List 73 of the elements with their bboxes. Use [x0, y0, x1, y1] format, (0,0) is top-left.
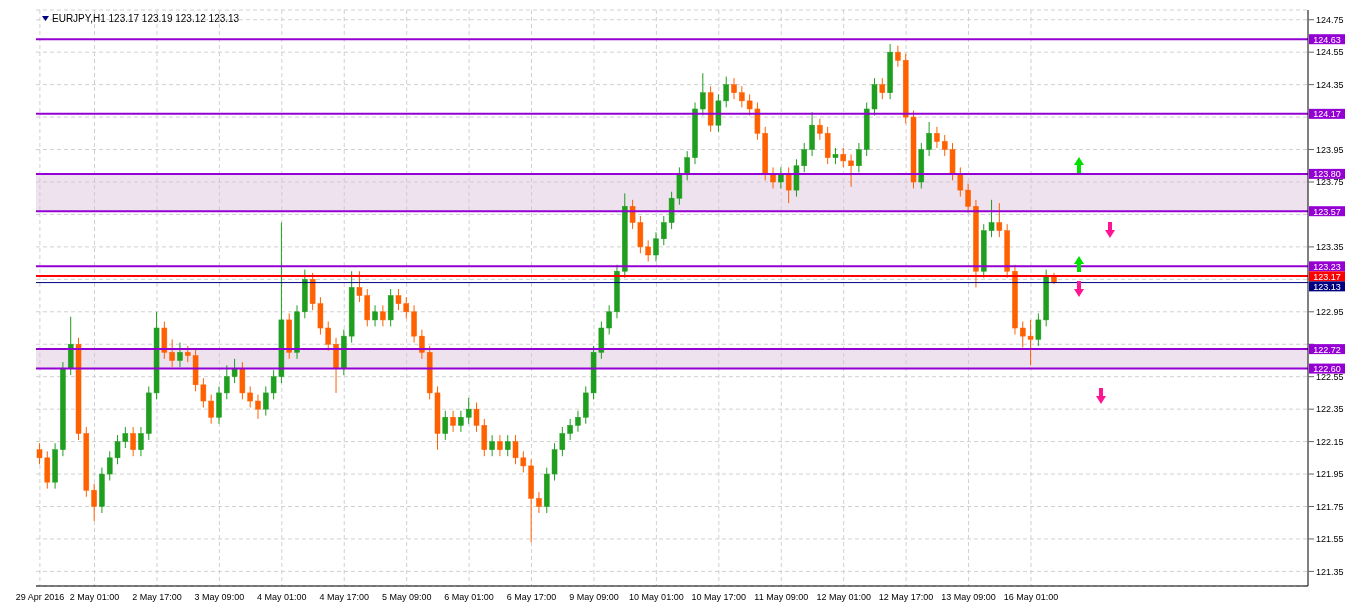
x-tick-label: 4 May 01:00: [257, 592, 307, 603]
candlestick: [778, 166, 784, 189]
x-tick-label: 9 May 09:00: [569, 592, 619, 603]
x-tick-label: 2 May 17:00: [132, 592, 182, 603]
y-tick-label: 121.55: [1316, 534, 1344, 545]
candlestick: [177, 342, 183, 368]
candlestick: [130, 426, 136, 457]
candlestick: [684, 150, 690, 181]
x-tick-label: 4 May 17:00: [319, 592, 370, 603]
y-tick-label: 121.95: [1316, 469, 1344, 480]
candlestick: [465, 397, 472, 425]
y-tick-label: 124.75: [1316, 14, 1344, 25]
candlestick: [91, 483, 97, 522]
x-tick-label: 3 May 09:00: [194, 592, 245, 603]
x-tick-label: 6 May 01:00: [444, 592, 494, 603]
candlestick: [255, 394, 261, 420]
x-tick-label: 11 May 09:00: [754, 592, 809, 603]
y-tick-label: 122.35: [1316, 404, 1344, 415]
candlestick: [504, 434, 511, 457]
candlestick: [458, 410, 464, 433]
x-tick-label: 2 May 01:00: [69, 592, 120, 603]
candlestick: [965, 183, 971, 214]
candlestick: [575, 410, 581, 433]
x-tick-label: 13 May 09:00: [941, 592, 996, 603]
candlestick: [879, 77, 886, 100]
chart-title: EURJPY,H1 123.17 123.19 123.12 123.13: [52, 13, 240, 24]
candlestick: [895, 45, 901, 68]
candlestick: [785, 166, 792, 204]
ref-line-label: 123.57: [1313, 206, 1341, 217]
candlestick: [840, 147, 847, 168]
candlestick: [700, 72, 706, 116]
candlestick: [489, 434, 495, 457]
ref-line-label: 123.13: [1313, 281, 1341, 292]
candlestick: [817, 118, 823, 141]
x-tick-label: 10 May 17:00: [691, 592, 747, 603]
y-tick-label: 123.75: [1316, 177, 1344, 188]
candlestick: [957, 166, 964, 198]
candlestick: [731, 77, 737, 100]
y-tick-label: 123.35: [1316, 242, 1344, 253]
candlestick: [926, 121, 932, 157]
y-tick-label: 121.35: [1316, 566, 1344, 577]
x-tick-label: 12 May 01:00: [816, 592, 871, 603]
y-tick-label: 124.55: [1316, 47, 1344, 58]
x-tick-label: 12 May 17:00: [878, 592, 934, 603]
candlestick: [848, 153, 854, 188]
ref-line-label: 123.17: [1313, 271, 1341, 282]
candlestick: [653, 231, 659, 262]
x-tick-label: 6 May 17:00: [506, 592, 557, 603]
x-tick-label: 16 May 01:00: [1003, 592, 1059, 603]
ref-line-label: 124.17: [1313, 109, 1341, 120]
x-tick-label: 10 May 01:00: [629, 592, 684, 603]
y-tick-label: 121.75: [1316, 501, 1344, 512]
y-tick-label: 122.95: [1316, 306, 1344, 317]
x-tick-label: 5 May 09:00: [381, 592, 432, 603]
candlestick: [442, 410, 449, 441]
candlestick: [372, 304, 378, 327]
ref-line-label: 123.80: [1313, 169, 1341, 180]
candlestick: [497, 434, 503, 457]
ref-line-label: 124.63: [1313, 34, 1341, 45]
candlestick: [567, 418, 573, 441]
y-tick-label: 123.95: [1316, 144, 1344, 155]
candlestick: [138, 426, 144, 457]
candlestick: [450, 410, 456, 433]
candlestick: [856, 142, 862, 173]
ref-line-label: 122.72: [1313, 344, 1341, 355]
y-tick-label: 122.15: [1316, 436, 1344, 447]
candlestick: [770, 166, 776, 189]
candlestick: [536, 491, 542, 514]
y-tick-label: 124.35: [1316, 79, 1344, 90]
candlestick: [934, 126, 940, 149]
candlestick: [380, 304, 386, 327]
x-tick-label: 29 Apr 2016: [15, 592, 65, 603]
ref-line-label: 123.23: [1313, 261, 1341, 272]
